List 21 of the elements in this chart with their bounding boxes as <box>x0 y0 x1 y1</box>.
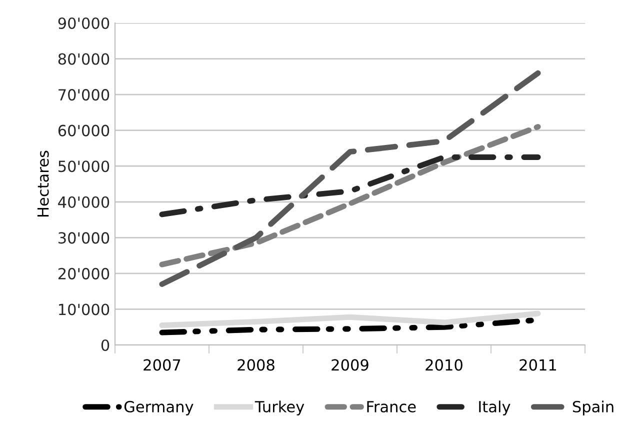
x-tick-label: 2010 <box>426 359 462 371</box>
x-tick-label: 2011 <box>520 359 556 371</box>
y-tick-label: 50'000 <box>58 160 110 172</box>
y-axis-title: Hectares <box>37 150 49 216</box>
legend-label: Turkey <box>254 400 304 416</box>
y-tick-label: 40'000 <box>58 196 110 208</box>
y-tick-label: 20'000 <box>58 268 110 280</box>
x-tick-label: 2008 <box>238 359 274 371</box>
y-tick-label: 80'000 <box>58 53 110 65</box>
legend-label: France <box>367 401 416 412</box>
y-tick-label: 30'000 <box>58 232 110 244</box>
y-tick-label: 90'000 <box>58 17 110 30</box>
legend-label: Spain <box>572 400 614 416</box>
y-tick-label: 60'000 <box>58 124 110 136</box>
y-tick-label: 10'000 <box>59 304 110 316</box>
legend-label: Germany <box>124 400 194 416</box>
legend-label: Italy <box>479 400 510 416</box>
y-tick-label: 70'000 <box>58 89 110 101</box>
x-tick-label: 2007 <box>144 359 180 371</box>
x-tick-label: 2009 <box>332 359 368 371</box>
y-tick-label: 0 <box>101 339 110 352</box>
